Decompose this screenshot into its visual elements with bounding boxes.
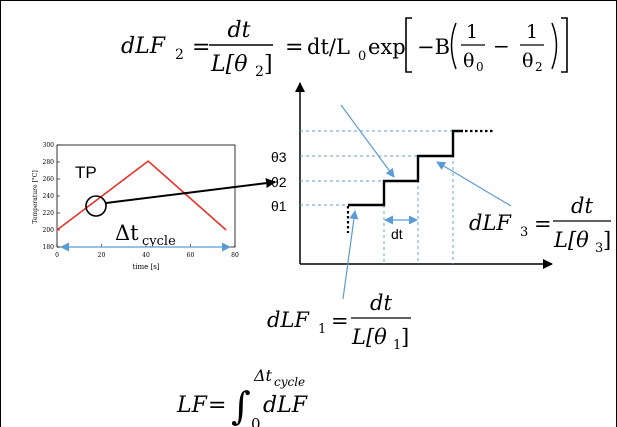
dlf2-minus: −: [493, 34, 510, 58]
dlf2-lhs: dLF: [121, 34, 166, 59]
temp-ytick-label: 280: [43, 159, 55, 166]
dlf2-minus-b: −B: [417, 35, 450, 59]
dlf3-lhs-sub: 3: [520, 225, 528, 240]
callout-dlf2-arrow: [340, 104, 395, 178]
step-plot: θ3 θ2 θ1 dt: [271, 82, 553, 300]
dlf2-lhs-sub: 2: [175, 47, 184, 63]
dlf2-theta-a-sub: 0: [476, 60, 484, 74]
step-curve: [348, 129, 463, 207]
tp-label: TP: [75, 163, 97, 182]
dlf2-right-bracket: [561, 17, 568, 73]
formula-dlf1: dLF 1 = dt L[θ 1 ]: [267, 291, 411, 353]
callout-dlf3-arrow: [436, 161, 512, 207]
dlf2-exp: exp: [368, 35, 406, 59]
dlf2-mid-sub: 0: [358, 49, 366, 64]
lf-eq: =: [208, 393, 226, 418]
lf-lower: 0: [251, 415, 261, 427]
dlf2-den: L[θ: [210, 52, 247, 77]
dlf1-lhs-sub: 1: [318, 322, 326, 337]
dlf2-right-paren: [551, 22, 558, 70]
selection-circle: [85, 195, 107, 217]
cycle-label: Δt: [115, 221, 139, 245]
dlf3-den-sub: 3: [595, 241, 603, 256]
temp-xtick-label: 60: [187, 252, 195, 259]
lf-upper: Δt: [253, 366, 273, 385]
formula-dlf3: dLF 3 = dt L[θ 3 ]: [469, 194, 611, 256]
dlf2-eq1: =: [192, 35, 210, 60]
zoom-arrow: [105, 178, 276, 204]
dlf2-mid: dt/L: [307, 35, 350, 59]
theta2-label: θ2: [271, 174, 287, 190]
temp-curve: [56, 160, 227, 231]
lf-lhs: LF: [176, 393, 208, 418]
dt-label: dt: [391, 226, 403, 242]
dlf2-eq2: =: [285, 35, 303, 60]
temp-ytick-label: 220: [43, 210, 55, 217]
theta3-label: θ3: [271, 149, 287, 165]
dlf2-num: dt: [228, 18, 251, 43]
temp-ytick-label: 200: [43, 227, 55, 234]
temp-xtick-label: 0: [55, 252, 59, 259]
dlf2-theta-b-sub: 2: [535, 60, 543, 74]
temp-ytick-label: 260: [43, 176, 55, 183]
dlf1-eq: =: [331, 309, 349, 333]
dlf3-eq: =: [534, 212, 552, 236]
theta1-label: θ1: [271, 198, 287, 214]
temp-xlabel: time [s]: [132, 263, 159, 271]
dlf2-theta-b: θ: [522, 50, 533, 72]
lf-integral: ∫: [231, 384, 251, 427]
dlf2-den-close: ]: [264, 52, 273, 77]
dlf1-den-sub: 1: [393, 338, 401, 353]
lf-upper-sub: cycle: [274, 375, 305, 389]
temp-xtick-label: 20: [98, 252, 106, 259]
temperature-plot: 180 200 220 240 260 280 300 0 20 40 60 80 Temperat…: [32, 142, 276, 271]
dlf1-lhs: dLF: [267, 308, 310, 332]
dlf2-left-bracket: [405, 17, 412, 73]
formula-lf: LF = ∫ Δt cycle 0 dLF: [176, 366, 308, 427]
temp-xtick-label: 40: [142, 252, 150, 259]
dlf3-den: L[θ: [553, 228, 589, 252]
dlf3-num: dt: [571, 194, 593, 218]
temp-ylabel: Temperature [°C]: [32, 170, 39, 224]
formula-dlf2: dLF 2 = dt L[θ 2 ] = dt/L 0 exp −B 1 θ 0…: [121, 17, 568, 80]
dlf3-lhs: dLF: [469, 211, 512, 235]
temp-series: [56, 160, 227, 231]
dlf2-theta-a: θ: [463, 50, 474, 72]
dlf2-one-b: 1: [526, 21, 538, 43]
temp-xtick-label: 80: [231, 252, 239, 259]
dlf1-den: L[θ: [351, 325, 387, 349]
dlf2-left-paren: [450, 22, 457, 70]
dlf3-den-close: ]: [603, 228, 611, 252]
temp-plot-frame: [56, 144, 236, 248]
temp-ytick-label: 180: [43, 244, 55, 251]
lf-body: dLF: [263, 393, 308, 418]
dlf2-one-a: 1: [466, 21, 478, 43]
dlf2-den-sub: 2: [255, 64, 264, 80]
callout-dlf1-arrow: [342, 210, 359, 300]
dlf1-den-close: ]: [401, 325, 409, 349]
temp-y-ticks: 180 200 220 240 260 280 300: [43, 142, 60, 251]
dlf1-num: dt: [370, 291, 392, 315]
temp-ytick-label: 240: [43, 193, 55, 200]
temp-ytick-label: 300: [43, 142, 55, 149]
